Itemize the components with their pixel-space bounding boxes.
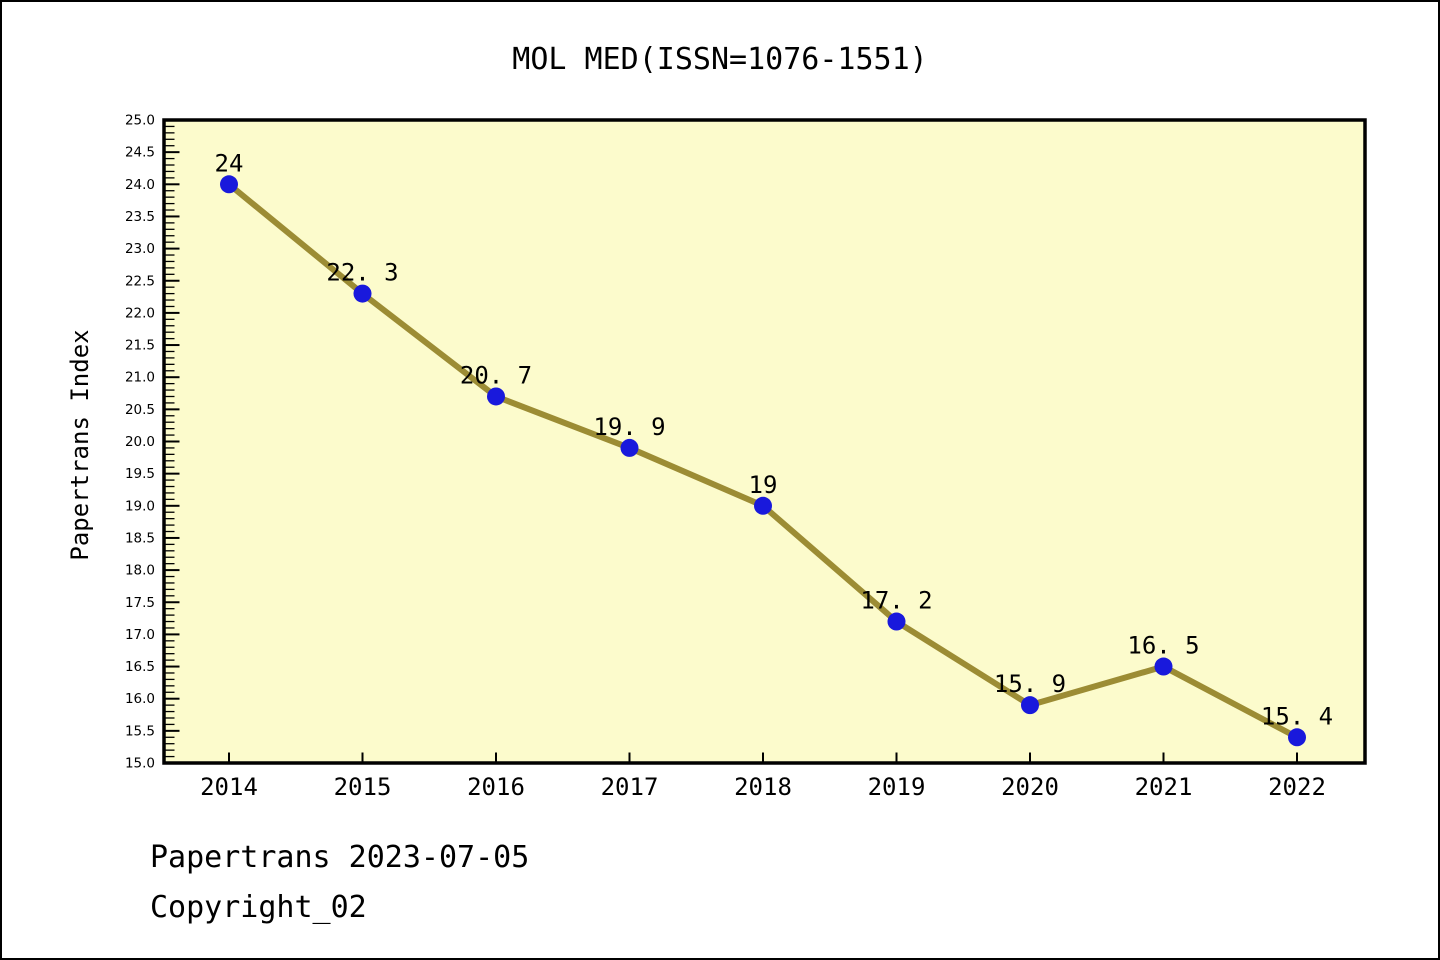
y-tick-label: 23.0 [125, 241, 155, 257]
chart-title: MOL MED(ISSN=1076-1551) [512, 42, 928, 77]
footer-date: Papertrans 2023-07-05 [150, 840, 530, 875]
data-point-label: 17. 2 [860, 587, 932, 615]
data-point [887, 612, 906, 631]
y-tick-label: 22.0 [125, 305, 155, 321]
data-point [1021, 696, 1039, 715]
y-tick-label: 18.0 [125, 563, 155, 579]
y-tick-label: 18.5 [125, 530, 155, 546]
y-tick-label: 16.5 [125, 659, 155, 675]
data-point [1154, 657, 1173, 676]
data-point-label: 19. 9 [593, 413, 665, 441]
y-tick-label: 17.0 [125, 627, 155, 643]
x-tick-label: 2021 [1135, 773, 1193, 801]
data-point [487, 387, 505, 406]
x-tick-label: 2020 [1001, 773, 1059, 801]
x-tick-label: 2015 [334, 773, 392, 801]
y-tick-label: 15.0 [125, 756, 155, 772]
y-tick-label: 22.5 [125, 273, 155, 289]
y-tick-label: 19.0 [125, 498, 155, 514]
plot-area [162, 118, 1367, 765]
x-tick-label: 2014 [200, 773, 258, 801]
data-point-label: 16. 5 [1127, 632, 1199, 660]
data-point-label: 15. 4 [1261, 702, 1333, 730]
data-point [754, 496, 772, 515]
y-tick-label: 17.5 [125, 595, 155, 611]
x-tick-label: 2019 [868, 773, 926, 801]
data-point [220, 175, 238, 194]
y-tick-label: 21.5 [125, 338, 155, 354]
data-point [353, 284, 372, 303]
y-tick-label: 20.0 [125, 434, 155, 450]
data-point-label: 22. 3 [326, 259, 398, 287]
x-tick-label: 2016 [467, 773, 525, 801]
x-tick-label: 2018 [734, 773, 792, 801]
y-tick-label: 16.0 [125, 691, 155, 707]
y-tick-label: 24.5 [125, 145, 155, 161]
data-point-label: 24 [215, 149, 244, 177]
footer-copyright: Copyright_02 [150, 890, 367, 925]
data-point-label: 20. 7 [460, 361, 532, 389]
data-point-label: 15. 9 [994, 670, 1066, 698]
data-point-label: 19 [749, 471, 778, 499]
x-tick-label: 2017 [601, 773, 659, 801]
y-tick-label: 20.5 [125, 402, 155, 418]
x-tick-label: 2022 [1268, 773, 1326, 801]
data-point [620, 438, 639, 457]
y-tick-label: 21.0 [125, 370, 155, 386]
data-point [1288, 728, 1306, 747]
y-tick-label: 19.5 [125, 466, 155, 482]
y-tick-label: 15.5 [125, 723, 155, 739]
y-tick-label: 25.0 [125, 113, 155, 129]
y-tick-label: 23.5 [125, 209, 155, 225]
y-tick-label: 24.0 [125, 177, 155, 193]
